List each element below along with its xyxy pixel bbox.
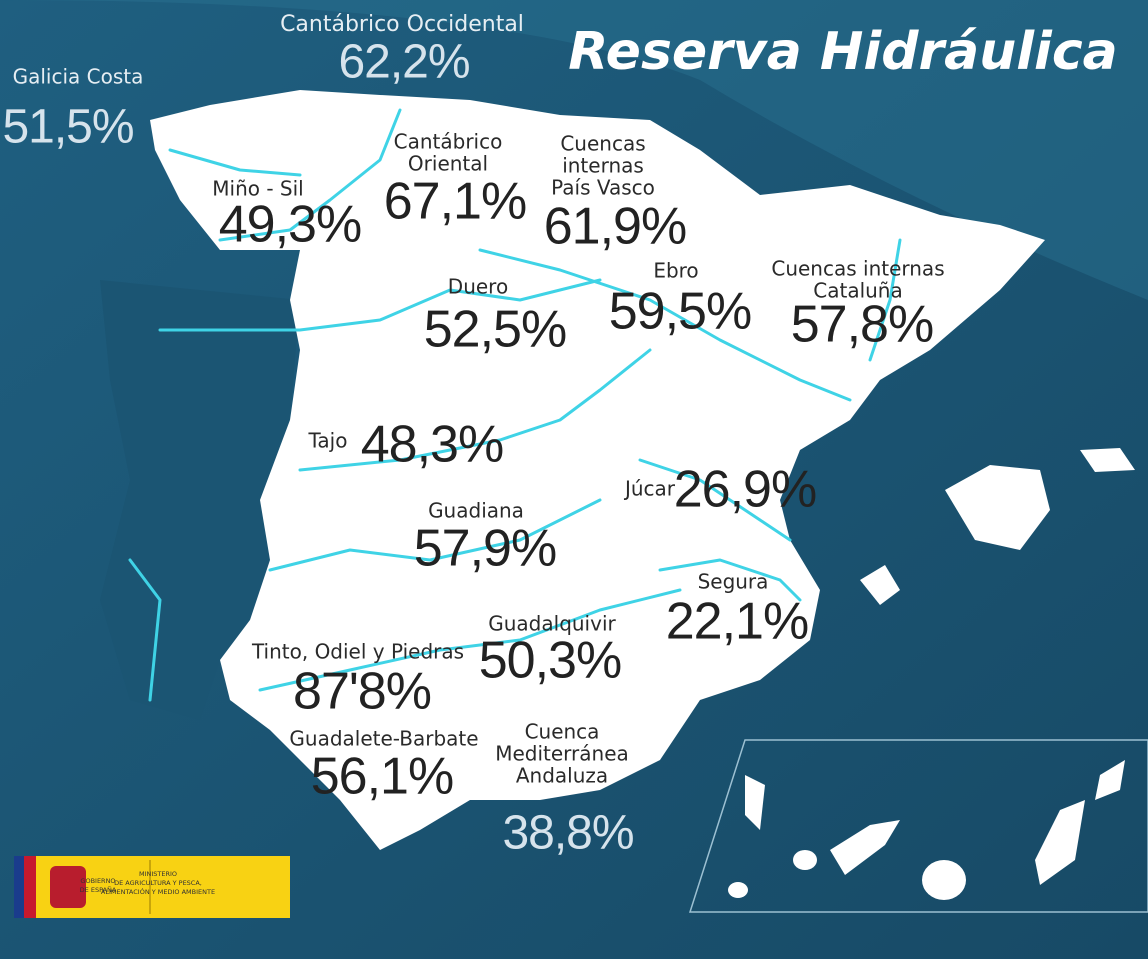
region-value: 56,1% xyxy=(311,748,453,806)
region-name: Cuencas internas xyxy=(771,257,944,281)
region-name: Segura xyxy=(698,570,769,594)
island xyxy=(830,820,900,875)
ibiza xyxy=(860,565,900,605)
region-name: Oriental xyxy=(408,152,488,176)
island xyxy=(728,882,748,898)
river xyxy=(218,108,402,242)
region-name: Cantábrico xyxy=(394,130,503,154)
island xyxy=(793,850,817,870)
region-name: Galicia Costa xyxy=(13,65,144,89)
region-value: 61,9% xyxy=(544,198,686,256)
mallorca xyxy=(945,465,1050,550)
region-name: Tajo xyxy=(308,429,348,453)
logo xyxy=(14,856,290,918)
region-name: Cuenca xyxy=(525,720,600,744)
region-value: 57,9% xyxy=(414,520,556,578)
title: Reserva Hidráulica xyxy=(568,22,1118,82)
logo-government: GOBIERNO xyxy=(80,877,115,885)
river xyxy=(658,558,802,602)
spain-mainland xyxy=(150,90,1045,850)
region-value: 52,5% xyxy=(424,301,566,359)
river xyxy=(638,458,792,542)
canary-frame xyxy=(688,739,1148,913)
region-name: Miño - Sil xyxy=(212,177,303,201)
region-value: 48,3% xyxy=(361,416,503,474)
river xyxy=(128,558,162,702)
region-value: 38,8% xyxy=(502,807,633,860)
region-value: 22,1% xyxy=(666,593,808,651)
island xyxy=(1035,800,1085,885)
region-name: Ebro xyxy=(653,259,698,283)
region-name: Cuencas xyxy=(560,132,645,156)
region-name: Cataluña xyxy=(813,279,902,303)
river xyxy=(258,588,682,692)
region-value: 51,5% xyxy=(2,101,133,154)
region-value: 59,5% xyxy=(609,283,751,341)
region-name: internas xyxy=(562,154,644,178)
island xyxy=(1095,760,1125,800)
logo-ministry: ALIMENTACIÓN Y MEDIO AMBIENTE xyxy=(101,887,215,896)
island xyxy=(922,860,966,900)
region-name: País Vasco xyxy=(551,176,655,200)
island xyxy=(745,775,765,830)
region-name: Guadalete-Barbate xyxy=(289,727,478,751)
region-value: 67,1% xyxy=(384,173,526,231)
logo-coat-of-arms xyxy=(50,866,86,908)
portugal xyxy=(100,280,300,720)
region-name: Mediterránea xyxy=(495,742,629,766)
logo-government: DE ESPAÑA xyxy=(80,885,117,894)
region-value: 62,2% xyxy=(338,36,469,89)
region-value: 26,9% xyxy=(674,461,816,519)
river xyxy=(478,248,852,402)
logo-ministry: DE AGRICULTURA Y PESCA, xyxy=(114,879,202,887)
region-name: Júcar xyxy=(623,477,676,501)
region-name: Guadiana xyxy=(428,499,524,523)
region-value: 49,3% xyxy=(219,196,361,254)
region-value: 87'8% xyxy=(293,663,431,721)
river xyxy=(268,498,602,572)
logo-flag-strip xyxy=(24,856,36,918)
region-value: 50,3% xyxy=(479,632,621,690)
region-name: Cantábrico Occidental xyxy=(280,12,524,37)
river xyxy=(168,148,302,177)
region-value: 57,8% xyxy=(791,296,933,354)
rivers xyxy=(128,108,902,702)
river xyxy=(868,238,902,362)
logo-ministry: MINISTERIO xyxy=(139,870,177,878)
sea-shade xyxy=(0,0,1148,300)
region-name: Guadalquivir xyxy=(488,612,616,636)
menorca xyxy=(1080,448,1135,472)
islands xyxy=(728,448,1135,900)
river xyxy=(158,278,602,332)
region-name: Andaluza xyxy=(516,764,608,788)
region-name: Tinto, Odiel y Piedras xyxy=(251,640,464,664)
region-name: Duero xyxy=(448,275,508,299)
logo-eu-strip xyxy=(14,856,24,918)
river xyxy=(298,348,652,472)
